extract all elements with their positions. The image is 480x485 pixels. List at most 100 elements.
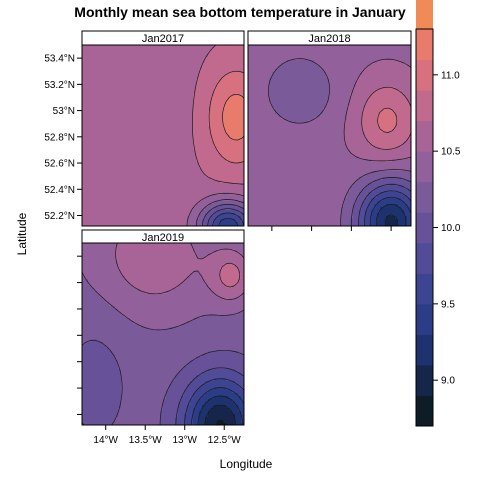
contour-cell	[217, 174, 221, 178]
contour-cell	[127, 144, 131, 148]
contour-cell	[211, 75, 215, 79]
contour-cell	[362, 123, 366, 127]
contour-cell	[223, 123, 227, 127]
contour-cell	[154, 66, 158, 70]
contour-cell	[106, 123, 110, 127]
contour-cell	[172, 147, 176, 151]
contour-cell	[181, 180, 185, 184]
contour-cell	[88, 45, 92, 49]
contour-cell	[160, 87, 164, 91]
contour-cell	[106, 147, 110, 151]
contour-cell	[296, 75, 300, 79]
contour-cell	[344, 87, 348, 91]
contour-cell	[178, 201, 182, 205]
contour-cell	[380, 102, 384, 106]
contour-cell	[184, 78, 188, 82]
contour-cell	[199, 117, 203, 121]
contour-cell	[278, 81, 282, 85]
contour-cell	[341, 126, 345, 130]
contour-cell	[214, 75, 218, 79]
contour-cell	[386, 117, 390, 121]
contour-cell	[106, 87, 110, 91]
contour-cell	[368, 84, 372, 88]
contour-cell	[223, 51, 227, 55]
contour-cell	[151, 180, 155, 184]
contour-cell	[211, 60, 215, 64]
contour-cell	[154, 159, 158, 163]
contour-cell	[163, 132, 167, 136]
contour-cell	[223, 150, 227, 154]
contour-cell	[226, 204, 230, 208]
contour-cell	[82, 132, 86, 136]
contour-cell	[235, 93, 239, 97]
contour-cell	[308, 123, 312, 127]
contour-cell	[278, 66, 282, 70]
contour-cell	[260, 135, 264, 139]
contour-cell	[404, 84, 408, 88]
contour-cell	[151, 81, 155, 85]
contour-cell	[136, 165, 140, 169]
contour-cell	[145, 201, 149, 205]
contour-cell	[94, 132, 98, 136]
contour-cell	[124, 105, 128, 109]
contour-cell	[202, 141, 206, 145]
contour-cell	[305, 108, 309, 112]
contour-cell	[163, 147, 167, 151]
contour-cell	[82, 48, 86, 52]
contour-cell	[329, 111, 333, 115]
contour-cell	[82, 213, 86, 217]
contour-cell	[320, 87, 324, 91]
contour-cell	[109, 87, 113, 91]
contour-cell	[287, 57, 291, 61]
contour-cell	[121, 120, 125, 124]
contour-cell	[94, 129, 98, 133]
contour-cell	[91, 153, 95, 157]
contour-cell	[344, 126, 348, 130]
contour-cell	[100, 99, 104, 103]
contour-cell	[88, 219, 92, 223]
contour-cell	[82, 159, 86, 163]
contour-cell	[232, 60, 236, 64]
contour-cell	[229, 87, 233, 91]
contour-cell	[169, 75, 173, 79]
contour-cell	[368, 57, 372, 61]
contour-cell	[254, 78, 258, 82]
contour-cell	[124, 126, 128, 130]
contour-cell	[353, 123, 357, 127]
contour-cell	[85, 117, 89, 121]
contour-cell	[196, 174, 200, 178]
contour-cell	[193, 48, 197, 52]
contour-cell	[157, 93, 161, 97]
contour-cell	[175, 222, 179, 226]
contour-cell	[169, 66, 173, 70]
contour-cell	[118, 78, 122, 82]
contour-cell	[211, 90, 215, 94]
contour-cell	[112, 222, 116, 226]
contour-cell	[272, 81, 276, 85]
contour-line	[202, 204, 244, 226]
contour-cell	[136, 48, 140, 52]
contour-cell	[229, 114, 233, 118]
contour-cell	[211, 96, 215, 100]
contour-cell	[115, 90, 119, 94]
contour-cell	[263, 123, 267, 127]
contour-cell	[284, 90, 288, 94]
contour-cell	[284, 45, 288, 49]
contour-cell	[139, 150, 143, 154]
contour-cell	[386, 45, 390, 49]
contour-cell	[293, 123, 297, 127]
contour-cell	[121, 129, 125, 133]
contour-cell	[241, 135, 244, 139]
contour-cell	[124, 99, 128, 103]
contour-cell	[356, 60, 360, 64]
contour-cell	[145, 75, 149, 79]
contour-cell	[151, 216, 155, 220]
contour-cell	[181, 135, 185, 139]
contour-cell	[172, 180, 176, 184]
contour-cell	[151, 153, 155, 157]
contour-cell	[82, 99, 86, 103]
contour-cell	[88, 147, 92, 151]
contour-cell	[136, 156, 140, 160]
contour-cell	[184, 63, 188, 67]
contour-cell	[220, 93, 224, 97]
